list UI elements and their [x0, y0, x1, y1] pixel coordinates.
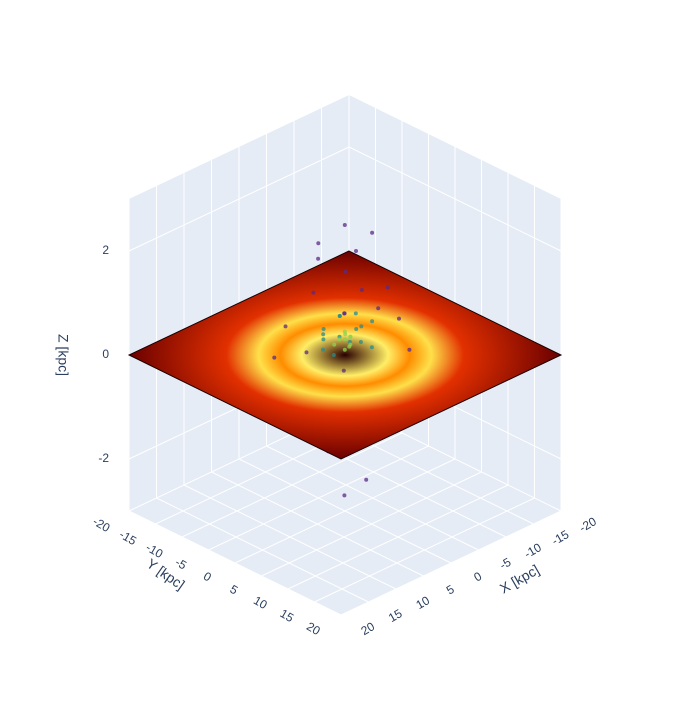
point — [321, 337, 326, 342]
point — [369, 345, 374, 350]
grid-line — [340, 510, 562, 616]
point — [343, 337, 347, 342]
x-tick-label: 10 — [414, 593, 433, 612]
point — [385, 285, 390, 290]
point — [370, 319, 375, 324]
point — [304, 350, 309, 355]
x-tick-label: -15 — [549, 527, 571, 548]
point — [342, 347, 347, 352]
point — [337, 314, 342, 318]
point — [358, 340, 363, 344]
y-tick-label: 15 — [278, 606, 297, 625]
x-tick-label: 20 — [359, 619, 378, 638]
point — [342, 493, 347, 498]
point — [311, 290, 316, 295]
x-tick-label: -20 — [577, 514, 599, 535]
z-axis-title: Z [kpc] — [55, 334, 71, 376]
point — [332, 342, 337, 347]
point — [359, 288, 364, 292]
x-tick-label: -5 — [497, 555, 514, 573]
grid-line — [314, 497, 535, 603]
z-tick-label: 2 — [102, 243, 109, 257]
point — [397, 316, 401, 321]
point — [342, 329, 347, 334]
point — [331, 353, 336, 357]
point — [364, 477, 369, 482]
grid-line — [261, 471, 482, 577]
point — [337, 337, 342, 342]
point — [407, 347, 412, 352]
point — [341, 368, 346, 373]
y-tick-label: 20 — [304, 619, 323, 638]
point — [272, 355, 277, 360]
grid-line — [208, 445, 429, 551]
scene: -20-15-10-505101520-20-15-10-505101520-2… — [90, 95, 599, 638]
point — [348, 334, 353, 339]
point — [342, 223, 347, 227]
point — [370, 230, 375, 235]
point — [354, 327, 359, 331]
y-tick-label: 0 — [201, 569, 214, 585]
x-tick-label: 15 — [386, 606, 405, 625]
point — [321, 347, 325, 352]
point — [283, 324, 288, 329]
x-tick-label: -10 — [522, 540, 544, 561]
x-tick-label: 5 — [444, 582, 457, 598]
point — [316, 256, 321, 261]
point — [376, 306, 381, 311]
grid-line — [181, 432, 403, 538]
y-tick-label: 5 — [228, 582, 241, 598]
y-tick-label: -20 — [90, 514, 112, 535]
y-tick-label: -15 — [117, 527, 139, 548]
point — [321, 327, 326, 331]
point — [353, 311, 358, 316]
x-tick-label: 0 — [471, 569, 484, 585]
grid-line — [348, 146, 562, 252]
point — [347, 344, 352, 349]
grid-line — [234, 458, 456, 564]
y-tick-label: 10 — [251, 593, 270, 612]
z-tick-label: -2 — [98, 451, 109, 465]
point — [342, 311, 347, 316]
point — [359, 324, 364, 329]
grid-line — [128, 146, 350, 252]
grid-line — [287, 484, 509, 590]
density-surface — [127, 250, 563, 460]
z-tick-label: 0 — [102, 347, 109, 361]
point — [354, 249, 358, 253]
point — [316, 241, 321, 246]
point — [321, 332, 326, 337]
point — [343, 269, 348, 274]
